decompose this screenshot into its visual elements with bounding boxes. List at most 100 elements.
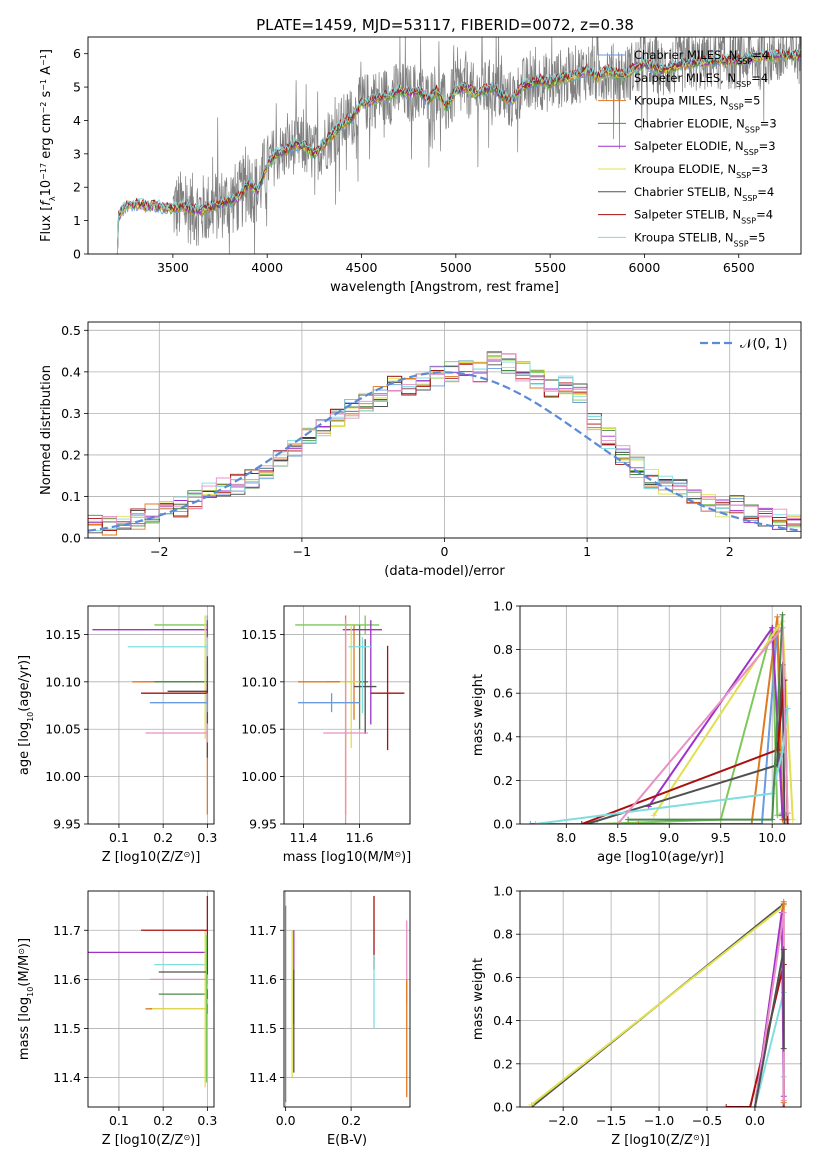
weight-marker — [780, 898, 787, 905]
weight-marker — [784, 810, 791, 817]
x-tick-label: −2 — [150, 544, 168, 559]
legend-label-sub: SSP — [736, 171, 751, 180]
x-tick-label: 0 — [441, 544, 449, 559]
weight-marker — [594, 821, 601, 824]
weight-marker — [748, 821, 755, 824]
y-axis-label-part: 10 — [39, 180, 54, 197]
axes-frame — [87, 890, 215, 1108]
legend-label-name: Kroupa STELIB, N — [634, 230, 734, 244]
legend-label-sub: SSP — [734, 239, 749, 248]
errorbar-group — [92, 615, 209, 815]
x-axis-label-part: 10 — [649, 1133, 666, 1148]
legend-label-name: Salpeter STELIB, N — [634, 208, 741, 222]
legend-label: 𝒩(0, 1) — [740, 337, 787, 352]
axes-mass-age: 11.4 11.6 9.95 10.00 10.05 10.10 10.15 mass [lo… — [241, 606, 411, 865]
y-tick-label: 10.15 — [45, 627, 81, 642]
weight-marker — [625, 816, 632, 823]
x-axis-label-part: (M/M — [363, 850, 395, 865]
legend-label: Salpeter MILES, NSSP=4 — [634, 71, 768, 89]
legend-label-sub: SSP — [745, 125, 760, 134]
weight-marker — [781, 821, 788, 824]
x-tick-label: 8.5 — [608, 830, 628, 845]
y-tick-label: 9.95 — [53, 817, 81, 832]
legend-label-count: =5 — [749, 230, 766, 244]
y-axis-label: mass weight — [471, 674, 486, 756]
x-tick-label: 6500 — [723, 260, 755, 275]
y-tick-label: 10.15 — [241, 627, 277, 642]
x-axis-label: mass [log10(M/M⊙)] — [283, 850, 412, 866]
legend-label: Chabrier ELODIE, NSSP=3 — [634, 116, 777, 133]
weight-marker — [751, 1104, 758, 1107]
y-axis-label-part: −2 — [39, 102, 48, 114]
x-axis-label-part: ⊙ — [183, 1133, 190, 1142]
x-axis-label: Z [log10(Z/Z⊙)] — [102, 1133, 201, 1149]
x-tick-label: 0.1 — [109, 830, 129, 845]
weight-marker — [779, 611, 786, 618]
weight-line — [530, 905, 785, 1106]
legend-label: Salpeter STELIB, NSSP=4 — [634, 208, 773, 226]
weight-marker — [532, 821, 539, 824]
weight-line — [535, 708, 789, 824]
weight-marker — [635, 821, 642, 824]
x-axis-label: Z [log10(Z/Z⊙)] — [611, 1133, 710, 1149]
y-tick-label: 0.2 — [61, 447, 81, 462]
weight-marker — [758, 821, 765, 824]
weight-marker — [723, 1104, 730, 1107]
x-tick-label: 9.5 — [711, 830, 731, 845]
x-tick-label: 6000 — [629, 260, 661, 275]
y-tick-label: 11.4 — [249, 1070, 277, 1085]
legend-label-sub: SSP — [736, 79, 751, 88]
x-axis-label-part: 10 — [346, 850, 363, 865]
x-axis-label: E(B-V) — [327, 1133, 367, 1148]
legend-label-count: =4 — [756, 208, 773, 222]
x-tick-label: 4500 — [346, 260, 378, 275]
y-axis-label-part: Flux [ — [39, 206, 54, 242]
figure-title: PLATE=1459, MJD=53117, FIBERID=0072, z=0… — [256, 16, 634, 34]
x-tick-label: 0.3 — [197, 830, 217, 845]
x-axis-label-part: )] — [190, 850, 200, 865]
x-tick-label: 9.0 — [659, 830, 679, 845]
y-axis-label: age [log10(age/yr)] — [17, 655, 35, 775]
x-axis-label: wavelength [Angstrom, rest frame] — [330, 280, 559, 295]
y-axis-label: Normed distribution — [39, 365, 54, 495]
weight-line — [754, 949, 785, 1107]
legend-label-count: =3 — [751, 162, 768, 176]
legend-label-name: Salpeter ELODIE, N — [634, 139, 744, 153]
axes-frame — [519, 605, 802, 825]
y-axis-label: mass weight — [471, 958, 486, 1040]
x-tick-label: 1 — [583, 544, 591, 559]
x-axis-label-part: Z [log — [102, 1133, 140, 1148]
weight-line — [581, 679, 789, 824]
x-axis-label-part: )] — [190, 1133, 200, 1148]
y-tick-label: 0.2 — [493, 1056, 513, 1071]
axes-ebv-mass: 0.0 0.2 11.4 11.5 11.6 11.7 E(B-V) — [249, 891, 410, 1148]
axes-frame — [87, 321, 802, 539]
x-tick-label: 10.0 — [758, 830, 786, 845]
x-axis-label: Z [log10(Z/Z⊙)] — [102, 850, 201, 866]
axes-frame — [283, 890, 411, 1108]
legend-label: Kroupa MILES, NSSP=5 — [634, 94, 760, 112]
y-tick-label: 0.0 — [493, 817, 513, 832]
y-tick-label: 0.6 — [493, 970, 513, 985]
y-tick-label: 0 — [73, 247, 81, 262]
x-tick-label: 0.0 — [745, 1113, 765, 1128]
y-tick-label: 0.6 — [493, 686, 513, 701]
x-axis-label-part: 10 — [650, 850, 667, 865]
y-tick-label: 11.6 — [53, 972, 81, 987]
y-tick-label: 10.00 — [45, 769, 81, 784]
legend-label-sub: SSP — [744, 148, 759, 157]
legend-label-sub: SSP — [741, 216, 756, 225]
x-axis-label-part: Z [log — [102, 850, 140, 865]
y-axis-label-part: −1 — [39, 54, 48, 66]
y-tick-label: 5 — [73, 80, 81, 95]
y-axis-label-part: −1 — [39, 79, 48, 91]
weight-line — [652, 618, 794, 820]
x-axis-label-part: (age/yr)] — [667, 850, 724, 865]
y-tick-label: 0.4 — [493, 729, 513, 744]
legend-label-name: Salpeter MILES, N — [634, 71, 736, 85]
x-tick-label: 0.3 — [197, 1113, 217, 1128]
x-axis-label-part: ⊙ — [394, 850, 401, 859]
weight-marker — [784, 821, 791, 824]
